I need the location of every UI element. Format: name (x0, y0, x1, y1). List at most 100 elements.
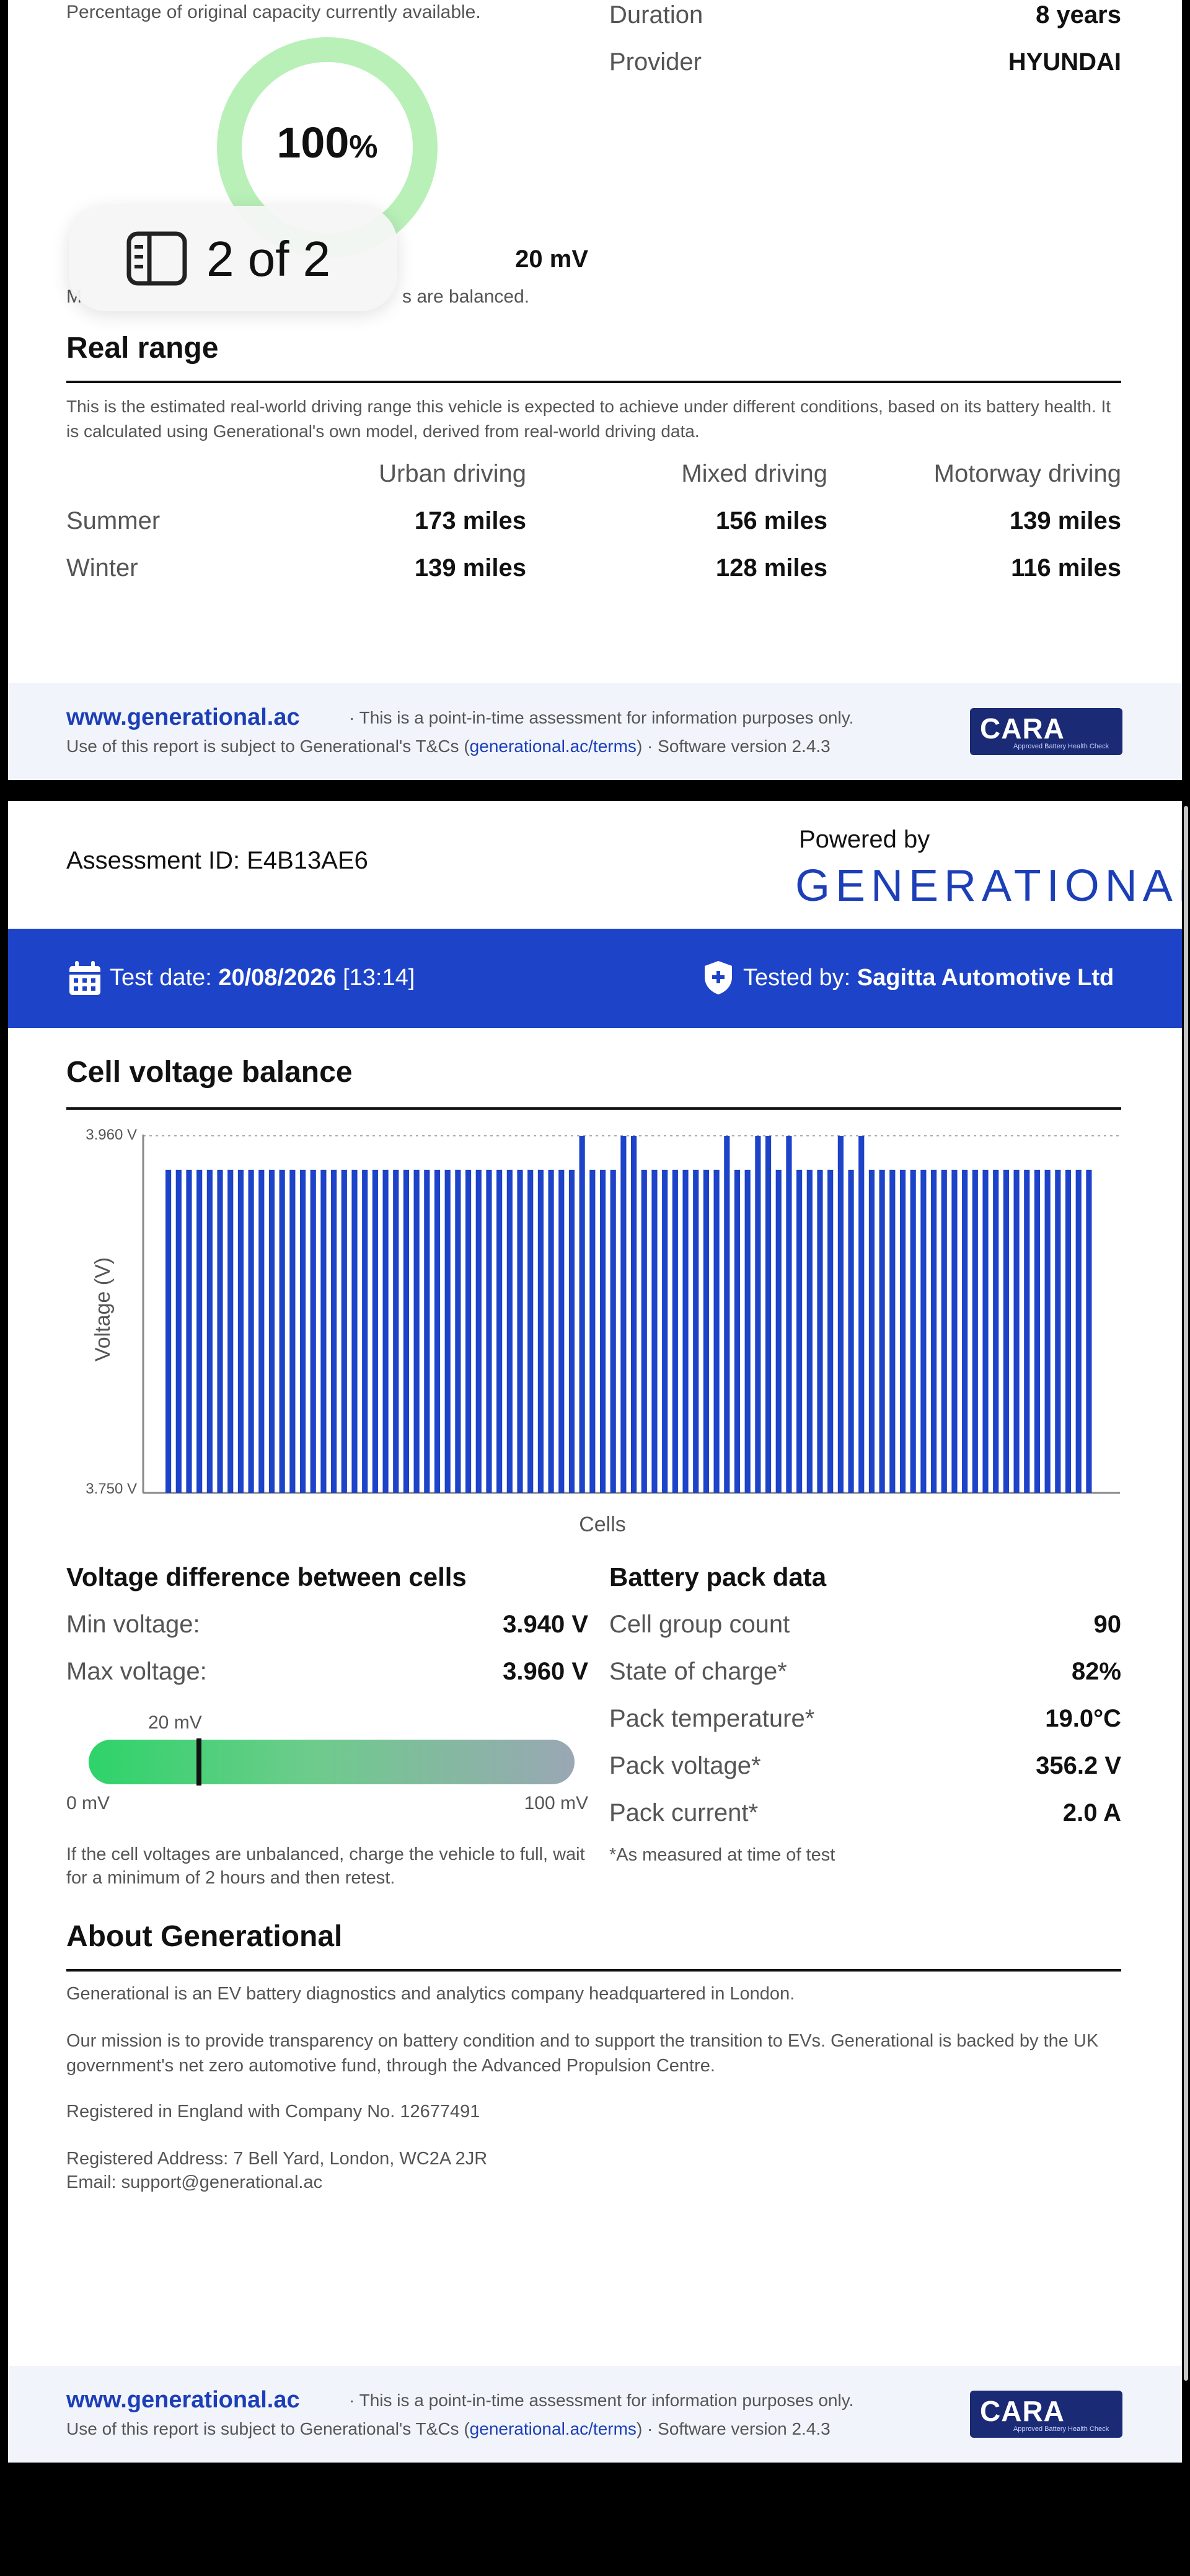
page2-footer: www.generational.ac · This is a point-in… (8, 2366, 1182, 2463)
cell-bar-38 (548, 1169, 554, 1493)
cell-bar-64 (817, 1169, 823, 1493)
cara-badge-sub: Approved Battery Health Check (1013, 743, 1109, 750)
pack-current-value: 2.0 A (1062, 1799, 1121, 1826)
cara-badge-text: CARA (980, 2395, 1065, 2427)
sidebar-icon (126, 231, 187, 286)
cell-bar-62 (796, 1169, 803, 1493)
footer-terms: Use of this report is subject to Generat… (66, 2419, 831, 2439)
terms-link[interactable]: generational.ac/terms (469, 2419, 637, 2438)
cell-balance-rule (66, 1107, 1121, 1110)
about-p5[interactable]: Email: support@generational.ac (66, 2172, 323, 2192)
cell-bar-86 (1044, 1169, 1051, 1493)
cell-bar-89 (1075, 1169, 1082, 1493)
diff-marker-label: 20 mV (148, 1712, 202, 1733)
assessment-id: Assessment ID: E4B13AE6 (66, 847, 368, 874)
cell-bar-32 (486, 1169, 492, 1493)
pack-temperature-value: 19.0°C (1045, 1705, 1121, 1732)
page-indicator-overlay[interactable]: 2 of 2 (69, 206, 397, 311)
cell-bar-24 (403, 1169, 410, 1493)
cell-bar-52 (693, 1169, 699, 1493)
generational-logo: GENERATIONAL+ (795, 861, 1182, 911)
cell-group-count-value: 90 (1093, 1611, 1122, 1638)
report-page-2: Assessment ID: E4B13AE6 Powered by GENER… (8, 801, 1182, 2463)
cell-bar-49 (662, 1169, 668, 1493)
pack-voltage-value: 356.2 V (1036, 1752, 1121, 1779)
cell-bar-88 (1065, 1169, 1072, 1493)
page1-footer: www.generational.ac · This is a point-in… (8, 683, 1182, 780)
terms-link[interactable]: generational.ac/terms (469, 737, 637, 756)
cell-bar-15 (310, 1169, 316, 1493)
warranty-duration-label: Duration (609, 1, 703, 29)
cell-bar-51 (682, 1169, 689, 1493)
about-title: About Generational (66, 1920, 343, 1953)
cell-bar-18 (341, 1169, 347, 1493)
cell-bar-8 (237, 1169, 244, 1493)
cell-bar-81 (993, 1169, 999, 1493)
cell-bar-28 (444, 1169, 451, 1493)
col-mixed: Mixed driving (681, 460, 827, 487)
cell-bar-54 (713, 1169, 720, 1493)
about-p4: Registered Address: 7 Bell Yard, London,… (66, 2149, 488, 2169)
cell-bar-21 (372, 1169, 378, 1493)
cell-bar-10 (258, 1169, 265, 1493)
scrollbar-thumb[interactable] (1184, 806, 1188, 2381)
cell-bar-30 (465, 1169, 472, 1493)
state-of-charge-label: State of charge* (609, 1658, 787, 1685)
col-urban: Urban driving (379, 460, 526, 487)
cell-bar-55 (724, 1136, 730, 1493)
footer-terms-pre: Use of this report is subject to Generat… (66, 737, 470, 756)
cell-bar-36 (527, 1169, 534, 1493)
y-axis-label: Voltage (V) (91, 1257, 115, 1361)
cell-bar-6 (217, 1169, 223, 1493)
cell-bar-29 (455, 1169, 461, 1493)
cell-bar-67 (848, 1169, 854, 1493)
cell-bar-58 (755, 1136, 761, 1493)
cell-bar-5 (206, 1169, 213, 1493)
test-info-banner: Test date: 20/08/2026 [13:14] Tested by:… (8, 929, 1182, 1028)
cell-bar-23 (393, 1169, 399, 1493)
footer-terms-pre: Use of this report is subject to Generat… (66, 2419, 470, 2438)
real-range-rule (66, 381, 1121, 383)
test-date: Test date: 20/08/2026 [13:14] (110, 965, 415, 991)
footer-site[interactable]: www.generational.ac (66, 2387, 300, 2413)
cara-badge: CARA Approved Battery Health Check (970, 2391, 1122, 2438)
cell-bar-13 (289, 1169, 296, 1493)
summer-mixed: 156 miles (715, 507, 827, 534)
min-voltage-value: 3.940 V (503, 1611, 588, 1638)
cell-bar-79 (972, 1169, 978, 1493)
max-voltage-label: Max voltage: (66, 1658, 207, 1685)
report-page-1: Percentage of original capacity currentl… (8, 0, 1182, 780)
tested-by-value: Sagitta Automotive Ltd (857, 965, 1114, 991)
cell-bar-56 (734, 1169, 741, 1493)
cell-bar-12 (279, 1169, 285, 1493)
min-voltage-label: Min voltage: (66, 1611, 200, 1638)
cell-bar-4 (196, 1169, 203, 1493)
cell-bar-72 (899, 1169, 906, 1493)
cell-bar-31 (475, 1169, 482, 1493)
balanced-text-end: s are balanced. (402, 286, 530, 307)
cell-bar-37 (537, 1169, 544, 1493)
summer-urban: 173 miles (414, 507, 526, 534)
cell-bar-44 (610, 1169, 616, 1493)
cell-bar-2 (175, 1169, 182, 1493)
cell-bar-71 (889, 1169, 896, 1493)
cell-bar-85 (1034, 1169, 1041, 1493)
about-p1: Generational is an EV battery diagnostic… (66, 1984, 795, 2004)
footer-site[interactable]: www.generational.ac (66, 704, 300, 730)
voltage-diff-marker (196, 1738, 202, 1786)
cell-group-count-label: Cell group count (609, 1611, 790, 1638)
cell-bar-41 (579, 1136, 585, 1493)
tested-by-label: Tested by: (743, 965, 851, 991)
cara-badge-text: CARA (980, 712, 1065, 745)
cell-bar-63 (806, 1169, 813, 1493)
cell-bar-9 (248, 1169, 254, 1493)
cell-bar-61 (786, 1136, 792, 1493)
about-p2: Our mission is to provide transparency o… (66, 2031, 1099, 2076)
cell-bar-20 (362, 1169, 368, 1493)
shield-plus-icon (705, 961, 732, 994)
cell-bar-77 (951, 1169, 958, 1493)
warranty-provider-value: HYUNDAI (1008, 48, 1121, 76)
cell-bar-48 (651, 1169, 658, 1493)
y-tick-bottom: 3.750 V (86, 1481, 137, 1497)
cell-bar-47 (641, 1169, 647, 1493)
